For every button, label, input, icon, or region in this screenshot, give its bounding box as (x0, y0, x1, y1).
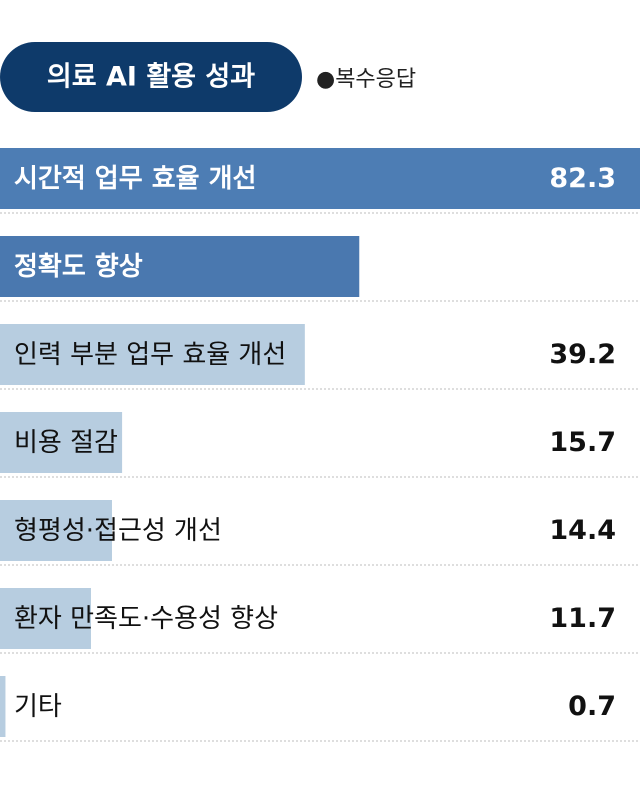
bar (0, 588, 91, 649)
category-label: 형평성·접근성 개선 (14, 516, 222, 546)
category-label: 시간적 업무 효율 개선 (14, 164, 256, 194)
value-label: 11.7 (549, 603, 616, 634)
category-label: 비용 절감 (14, 428, 118, 458)
bar (0, 324, 305, 385)
value-label: 15.7 (549, 427, 616, 458)
title-pill (0, 42, 302, 112)
value-label: 82.3 (549, 163, 616, 194)
category-label: 환자 만족도·수용성 향상 (14, 604, 278, 634)
bar (0, 236, 360, 297)
value-label: 0.7 (568, 691, 616, 722)
category-label: 기타 (14, 692, 62, 722)
bar (0, 500, 112, 561)
bar (0, 412, 123, 473)
value-label: 14.4 (549, 515, 616, 546)
value-label: 39.2 (549, 339, 616, 370)
category-label: 정확도 향상 (14, 252, 143, 282)
category-label: 인력 부분 업무 효율 개선 (14, 340, 286, 370)
chart-subtitle: ●복수응답 (316, 67, 416, 92)
chart-title: 의료 AI 활용 성과 (47, 62, 255, 93)
bar (0, 676, 6, 737)
value-label: 46.2 (549, 251, 616, 282)
bar (0, 148, 640, 209)
